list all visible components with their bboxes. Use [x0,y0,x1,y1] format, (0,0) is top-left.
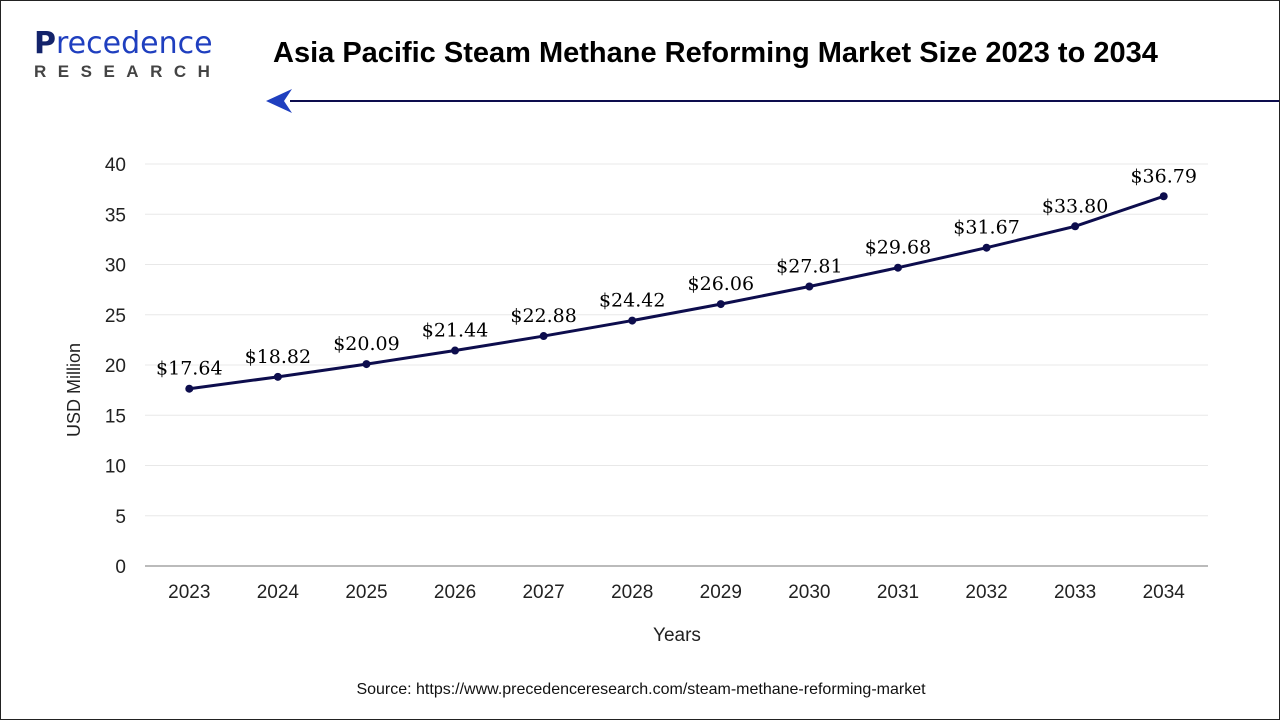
data-label: $17.64 [156,358,222,380]
y-tick-label: 20 [105,356,126,377]
x-tick-label: 2024 [257,582,300,603]
x-tick-label: 2026 [434,582,476,603]
data-label: $22.88 [510,305,576,327]
arrow-icon [266,89,292,113]
y-tick-label: 25 [105,306,126,327]
data-label: $27.81 [776,256,842,278]
source-text: Source: https://www.precedenceresearch.c… [356,681,926,698]
x-tick-label: 2028 [611,582,653,603]
data-label: $18.82 [245,346,311,368]
data-point [893,263,902,272]
y-tick-label: 10 [105,457,126,478]
logo: Precedence RESEARCH [34,29,221,82]
data-point [362,360,371,369]
data-label: $33.80 [1042,195,1108,217]
data-label: $26.06 [688,273,754,295]
data-point [273,372,282,381]
x-tick-label: 2030 [788,582,830,603]
y-tick-label: 35 [105,205,126,226]
x-tick-label: 2029 [700,582,742,603]
y-tick-label: 5 [115,507,126,528]
x-tick-label: 2027 [522,582,564,603]
data-point [716,300,725,309]
x-tick-label: 2032 [965,582,1007,603]
data-point [628,316,637,325]
data-label: $21.44 [422,320,488,342]
data-label: $20.09 [333,333,399,355]
data-label: $36.79 [1130,165,1196,187]
y-axis-label: USD Million [64,343,84,437]
data-point [1159,192,1168,201]
x-tick-label: 2033 [1054,582,1096,603]
logo-main: Precedence [34,26,213,61]
x-axis-label: Years [653,625,701,646]
y-tick-label: 30 [105,256,126,277]
data-label: $24.42 [599,290,665,312]
x-tick-label: 2034 [1143,582,1186,603]
data-point [185,384,194,393]
data-point [805,282,814,291]
data-label: $31.67 [953,217,1019,239]
logo-sub: RESEARCH [34,62,222,81]
y-tick-label: 0 [115,557,126,578]
x-tick-label: 2031 [877,582,919,603]
x-tick-label: 2023 [168,582,210,603]
x-tick-label: 2025 [345,582,387,603]
data-point [1071,222,1080,231]
data-point [539,332,548,341]
data-point [451,346,460,355]
chart-title: Asia Pacific Steam Methane Reforming Mar… [273,37,1158,69]
y-tick-label: 40 [105,155,126,176]
data-point [982,243,991,252]
y-tick-label: 15 [105,406,126,427]
series-line [189,194,1165,391]
data-label: $29.68 [865,237,931,259]
